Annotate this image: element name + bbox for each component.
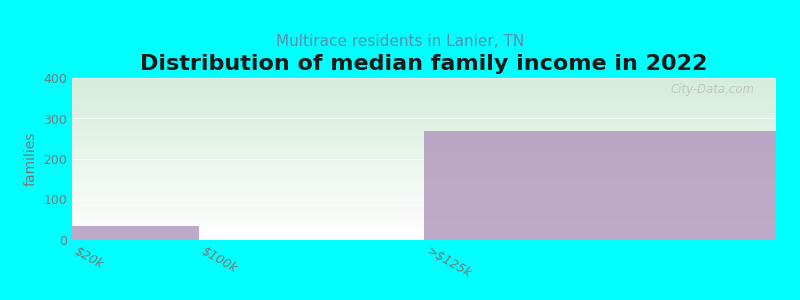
Text: City-Data.com: City-Data.com bbox=[670, 83, 755, 96]
Title: Distribution of median family income in 2022: Distribution of median family income in … bbox=[140, 54, 708, 74]
Text: Multirace residents in Lanier, TN: Multirace residents in Lanier, TN bbox=[276, 34, 524, 50]
Bar bbox=[424, 131, 776, 240]
Y-axis label: families: families bbox=[24, 132, 38, 186]
Bar bbox=[72, 226, 198, 240]
